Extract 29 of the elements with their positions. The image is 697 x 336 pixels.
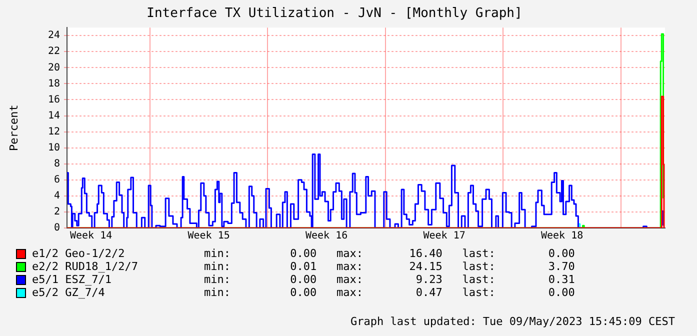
x-tick-label: Week 15	[188, 230, 230, 242]
text: Graph last updated: Tue 09/May/2023 15:45:09 CEST	[350, 315, 675, 328]
y-tick-label: 6	[54, 174, 60, 186]
x-tick-label: Week 16	[305, 230, 348, 242]
legend-label: e2/2 RUD18_1/2/7	[32, 260, 139, 273]
chart-title: Interface TX Utilization - JvN - [Monthly Graph]	[146, 6, 522, 22]
legend-label: e5/1 ESZ_7/1	[32, 273, 112, 286]
text: min: 0.01 max: 24.15 last: 3.70	[204, 260, 575, 273]
y-tick-label: 10	[48, 142, 60, 154]
y-tick-label: 18	[48, 78, 60, 90]
x-tick-label: Week 17	[423, 230, 466, 242]
y-tick-label: 24	[48, 30, 60, 42]
y-tick-label: 14	[48, 110, 60, 122]
legend-label: e1/2 Geo-1/2/2	[32, 247, 126, 260]
y-tick-label: 20	[48, 62, 60, 74]
y-axis-title: Percent	[7, 104, 20, 151]
y-tick-label: 2	[54, 206, 60, 218]
text: min: 0.00 max: 0.47 last: 0.00	[204, 286, 575, 299]
x-tick-label: Week 18	[540, 230, 584, 242]
y-tick-label: 22	[48, 46, 60, 58]
text: min: 0.00 max: 16.40 last: 0.00	[204, 247, 575, 260]
text: min: 0.00 max: 9.23 last: 0.31	[204, 273, 575, 286]
y-tick-label: 4	[54, 190, 60, 202]
legend-label: e5/2 GZ_7/4	[32, 286, 106, 299]
y-tick-label: 0	[54, 222, 60, 234]
y-tick-label: 8	[54, 158, 60, 170]
x-tick-label: Week 14	[70, 230, 112, 242]
y-tick-label: 12	[48, 126, 60, 138]
y-tick-label: 16	[48, 94, 60, 106]
